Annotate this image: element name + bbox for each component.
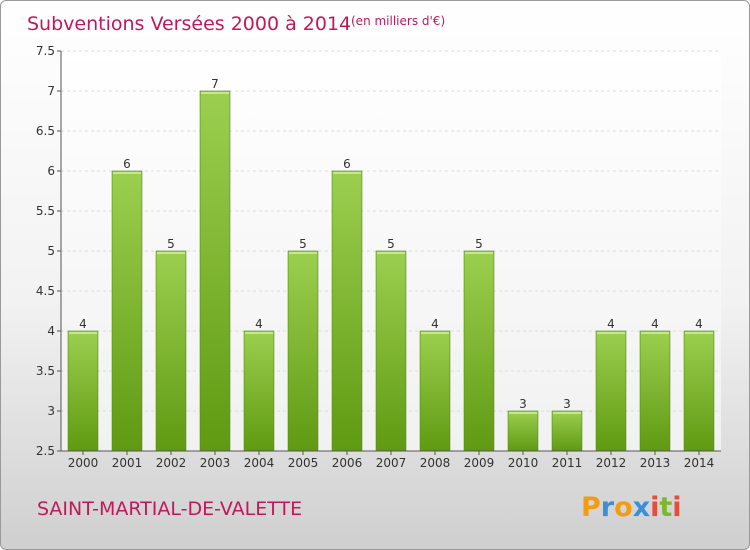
y-tick-label: 7 (47, 84, 55, 98)
data-label-2002: 5 (167, 237, 175, 251)
bar-highlight (641, 332, 669, 334)
data-label-2010: 3 (519, 397, 527, 411)
bar-highlight (553, 412, 581, 414)
y-tick-label: 6 (47, 164, 55, 178)
logo-letter: t (659, 492, 672, 523)
bar-2012 (595, 330, 627, 452)
logo-letter: o (614, 492, 633, 523)
y-tick-label: 5.5 (36, 204, 55, 218)
bar-2003 (199, 90, 231, 452)
x-tick-label: 2007 (376, 456, 407, 470)
logo-letter: i (650, 492, 659, 523)
data-label-2000: 4 (79, 317, 87, 331)
bar-highlight (509, 412, 537, 414)
data-label-2005: 5 (299, 237, 307, 251)
bar-highlight (333, 172, 361, 174)
x-tick-label: 2012 (596, 456, 627, 470)
y-tick-label: 5 (47, 244, 55, 258)
bar-2000 (67, 330, 99, 452)
x-tick-label: 2013 (640, 456, 671, 470)
x-tick-label: 2008 (420, 456, 451, 470)
x-tick-label: 2010 (508, 456, 539, 470)
bar-highlight (421, 332, 449, 334)
bar-2002 (155, 250, 187, 452)
x-tick-label: 2014 (684, 456, 715, 470)
x-tick-label: 2001 (112, 456, 143, 470)
proxiti-logo[interactable]: Proxiti (581, 492, 682, 523)
bar-2008 (419, 330, 451, 452)
logo-letter: x (633, 492, 650, 523)
data-label-2001: 6 (123, 157, 131, 171)
chart-unit: (en milliers d'€) (351, 14, 445, 28)
bar-highlight (377, 252, 405, 254)
bar-2006 (331, 170, 363, 452)
logo-letter: r (601, 492, 615, 523)
logo-letter: P (581, 492, 601, 523)
bar-highlight (69, 332, 97, 334)
x-tick-label: 2002 (156, 456, 187, 470)
bar-highlight (157, 252, 185, 254)
y-tick-label: 3 (47, 404, 55, 418)
data-label-2007: 5 (387, 237, 395, 251)
y-tick-label: 4 (47, 324, 55, 338)
y-tick-label: 7.5 (36, 44, 55, 58)
x-tick-label: 2005 (288, 456, 319, 470)
chart-title: Subventions Versées 2000 à 2014 (27, 13, 351, 35)
y-axis-ticks: 2.5 3 3.5 4 4.5 5 5.5 6 6.5 7 7.5 (36, 44, 61, 458)
x-axis-ticks: 2000 2001 2002 2003 2004 2005 2006 2007 2008 2009… (68, 451, 715, 470)
data-label-2012: 4 (607, 317, 615, 331)
logo-letter: i (672, 492, 681, 523)
x-tick-label: 2006 (332, 456, 363, 470)
x-tick-label: 2011 (552, 456, 583, 470)
y-tick-label: 6.5 (36, 124, 55, 138)
bar-2009 (463, 250, 495, 452)
bar-highlight (289, 252, 317, 254)
bar-2014 (683, 330, 715, 452)
bar-highlight (113, 172, 141, 174)
x-tick-label: 2009 (464, 456, 495, 470)
data-label-2011: 3 (563, 397, 571, 411)
bar-2011 (551, 410, 583, 452)
x-tick-label: 2003 (200, 456, 231, 470)
bar-highlight (685, 332, 713, 334)
y-tick-label: 3.5 (36, 364, 55, 378)
data-label-2008: 4 (431, 317, 439, 331)
x-tick-label: 2004 (244, 456, 275, 470)
bar-2001 (111, 170, 143, 452)
commune-name: SAINT-MARTIAL-DE-VALETTE (37, 498, 302, 520)
data-label-2013: 4 (651, 317, 659, 331)
data-label-2014: 4 (695, 317, 703, 331)
bar-2005 (287, 250, 319, 452)
y-tick-label: 2.5 (36, 444, 55, 458)
bar-2007 (375, 250, 407, 452)
bar-2010 (507, 410, 539, 452)
y-tick-label: 4.5 (36, 284, 55, 298)
bar-2004 (243, 330, 275, 452)
bar-highlight (245, 332, 273, 334)
x-tick-label: 2000 (68, 456, 99, 470)
bar-2013 (639, 330, 671, 452)
data-label-2006: 6 (343, 157, 351, 171)
bars: 4 6 5 7 4 5 6 5 4 5 3 3 4 4 4 (67, 77, 715, 452)
data-label-2009: 5 (475, 237, 483, 251)
bar-highlight (201, 92, 229, 94)
bar-highlight (465, 252, 493, 254)
data-label-2004: 4 (255, 317, 263, 331)
bar-highlight (597, 332, 625, 334)
data-label-2003: 7 (211, 77, 219, 91)
